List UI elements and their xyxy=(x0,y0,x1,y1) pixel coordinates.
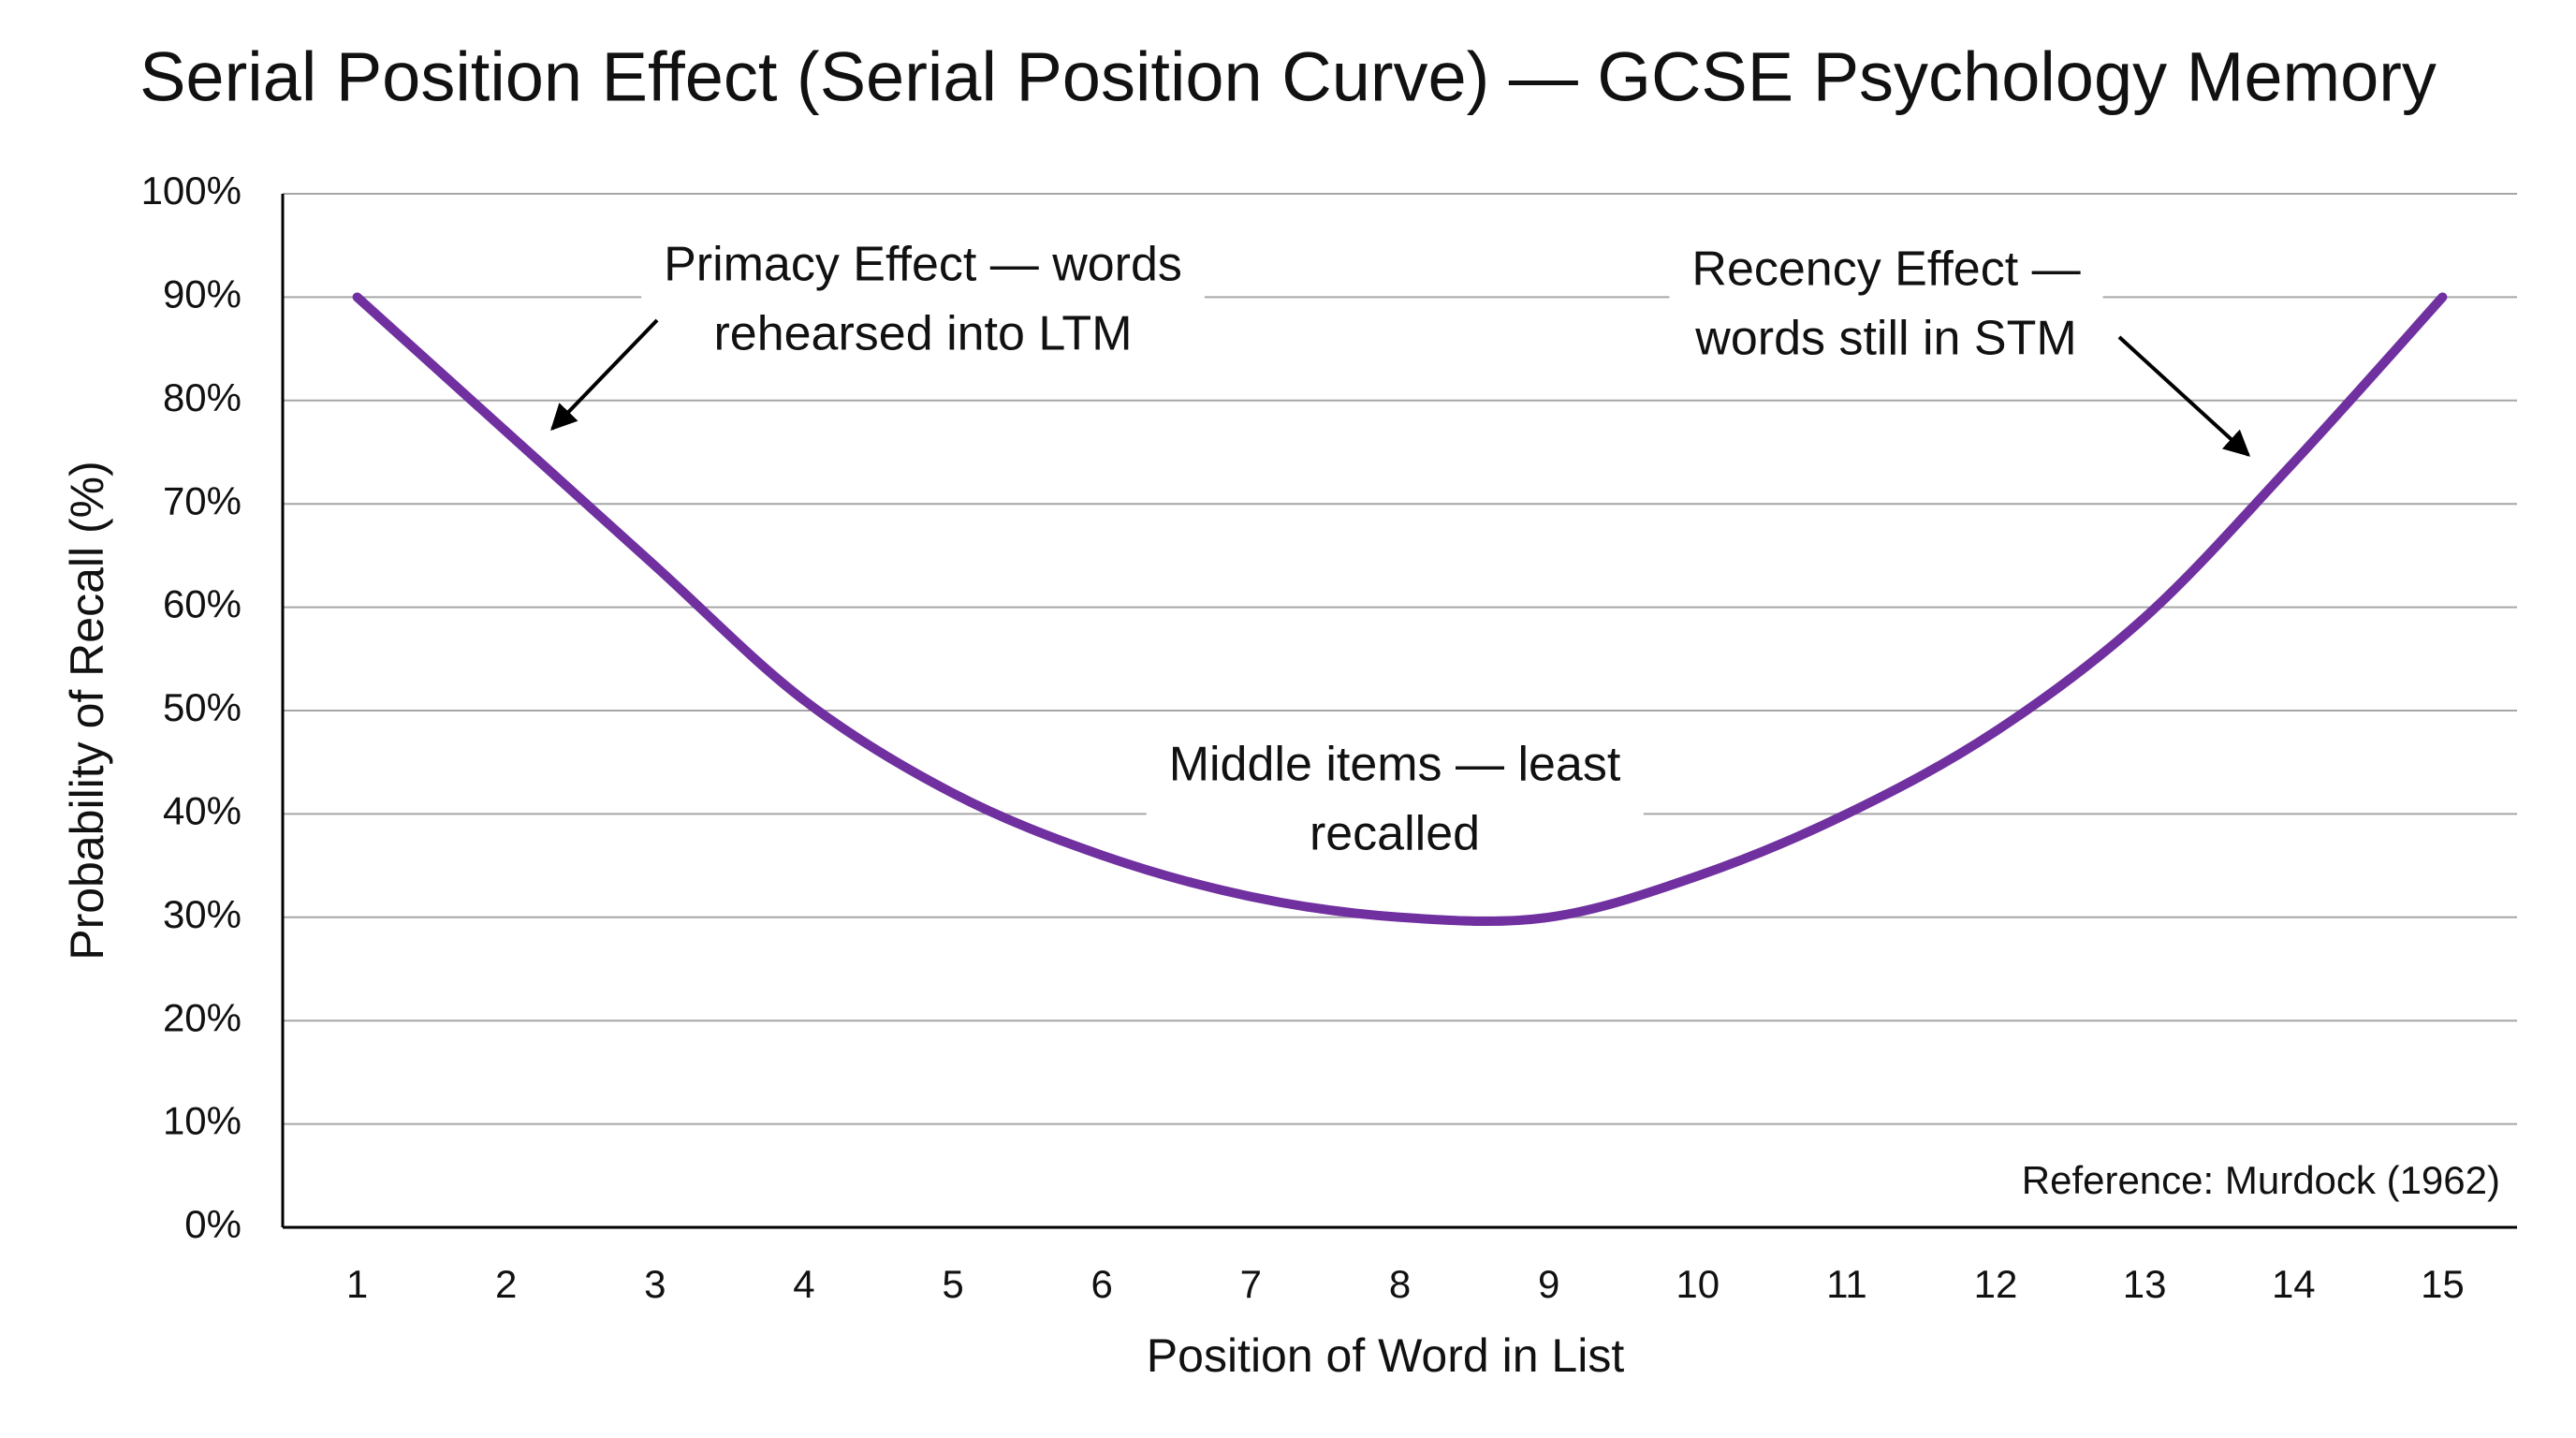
x-tick-label: 15 xyxy=(2421,1262,2465,1306)
annotation-arrow xyxy=(550,318,659,432)
x-tick-label: 4 xyxy=(793,1262,814,1306)
x-tick-label: 5 xyxy=(942,1262,963,1306)
y-tick-label: 0% xyxy=(184,1202,242,1246)
y-tick-label: 20% xyxy=(163,995,242,1039)
x-tick-label: 8 xyxy=(1389,1262,1411,1306)
y-tick-label: 100% xyxy=(141,169,242,213)
annotation-arrow xyxy=(2117,335,2251,457)
annotation-text: words still in STM xyxy=(1694,312,2076,366)
x-tick-label: 6 xyxy=(1091,1262,1113,1306)
annotation-text: Middle items — least xyxy=(1169,738,1621,792)
annotation-text: Recency Effect — xyxy=(1691,242,2080,297)
chart-title: Serial Position Effect (Serial Position … xyxy=(139,38,2437,116)
annotation: Recency Effect — words still in STM xyxy=(1691,242,2080,366)
x-tick-label: 7 xyxy=(1240,1262,1262,1306)
annotation-text: Reference: Murdock (1962) xyxy=(2022,1158,2500,1202)
y-tick-label: 90% xyxy=(163,271,242,315)
y-tick-label: 40% xyxy=(163,788,242,832)
x-tick-label: 2 xyxy=(495,1262,517,1306)
annotation-text: Primacy Effect — words xyxy=(664,238,1182,292)
annotation-text: rehearsed into LTM xyxy=(713,307,1132,361)
annotation: Primacy Effect — words rehearsed into LTM xyxy=(664,238,1182,361)
annotation-background xyxy=(1146,727,1644,871)
y-tick-label: 70% xyxy=(163,478,242,522)
annotation-background xyxy=(1669,232,2103,375)
x-tick-label: 12 xyxy=(1974,1262,2018,1306)
x-tick-label: 13 xyxy=(2123,1262,2167,1306)
y-axis-label: Probability of Recall (%) xyxy=(61,461,113,961)
annotation-background xyxy=(641,227,1205,371)
y-tick-label: 10% xyxy=(163,1099,242,1143)
y-tick-label: 80% xyxy=(163,375,242,419)
x-tick-label: 11 xyxy=(1826,1262,1867,1306)
annotation: Middle items — least recalled xyxy=(1169,738,1621,861)
annotation-text: recalled xyxy=(1310,807,1480,861)
annotation: Reference: Murdock (1962) xyxy=(2022,1158,2500,1202)
x-tick-label: 3 xyxy=(644,1262,666,1306)
x-tick-label: 10 xyxy=(1676,1262,1720,1306)
y-tick-label: 30% xyxy=(163,892,242,936)
y-tick-label: 60% xyxy=(163,582,242,626)
y-tick-label: 50% xyxy=(163,685,242,729)
line-series xyxy=(352,292,2448,927)
x-tick-label: 9 xyxy=(1538,1262,1559,1306)
x-tick-label: 1 xyxy=(346,1262,368,1306)
x-tick-label: 14 xyxy=(2272,1262,2316,1306)
x-axis-label: Position of Word in List xyxy=(1147,1329,1625,1382)
